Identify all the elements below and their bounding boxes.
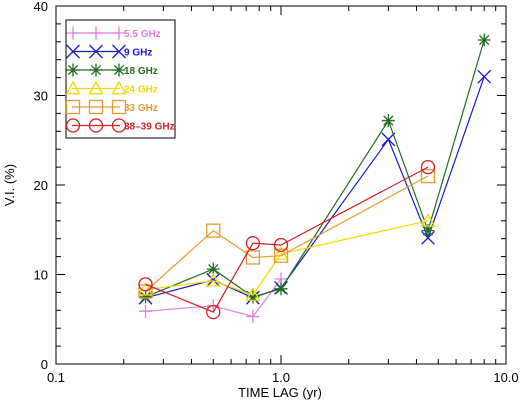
legend-marker — [111, 99, 127, 115]
legend-marker — [112, 63, 126, 77]
legend-marker — [111, 118, 127, 133]
series-line — [145, 220, 429, 296]
legend-entry: 18 GHz — [66, 63, 158, 77]
series-x — [138, 69, 492, 305]
x-axis-title: TIME LAG (yr) — [238, 385, 322, 400]
legend-box — [65, 19, 176, 139]
legend: 5.5 GHz 9 GHz 18 GHz 24 GHz 33 GHz 38–39 GHz — [65, 19, 176, 139]
data-point — [274, 282, 288, 296]
y-tick-label: 40 — [34, 0, 48, 14]
legend-entry: 9 GHz — [66, 44, 152, 59]
legend-marker — [88, 118, 104, 133]
legend-marker — [88, 80, 104, 95]
legend-entry: 5.5 GHz — [66, 26, 161, 40]
series-circle — [138, 159, 436, 320]
series-line — [145, 166, 429, 313]
legend-marker — [88, 99, 104, 115]
legend-label: 18 GHz — [124, 66, 158, 77]
y-tick-label: 20 — [34, 178, 48, 193]
data-point — [245, 250, 261, 265]
data-point — [273, 237, 289, 253]
data-point — [246, 290, 260, 304]
x-tick-label: 0.1 — [47, 370, 65, 385]
data-point — [381, 114, 395, 128]
series-line — [145, 278, 282, 318]
y-tick-label: 30 — [34, 89, 48, 104]
data-point — [420, 168, 436, 184]
data-point — [381, 132, 396, 147]
data-point — [206, 272, 221, 287]
y-axis-title: V.I. (%) — [2, 164, 17, 206]
legend-marker — [66, 26, 80, 40]
legend-marker — [66, 44, 80, 59]
data-point — [206, 304, 221, 320]
legend-label: 24 GHz — [124, 85, 158, 96]
data-point — [245, 236, 261, 251]
legend-marker — [111, 80, 127, 95]
x-tick-label: 10.0 — [493, 370, 518, 385]
legend-label: 38–39 GHz — [124, 122, 175, 133]
series-triangle — [137, 212, 436, 301]
data-point — [420, 212, 436, 227]
data-point — [139, 304, 153, 318]
series-line — [145, 175, 429, 292]
series-square — [138, 168, 436, 299]
data-point — [139, 290, 153, 304]
legend-entry: 33 GHz — [65, 99, 158, 115]
series-line — [145, 76, 485, 299]
data-point — [206, 223, 221, 238]
series-line — [145, 39, 485, 298]
legend-marker — [89, 44, 103, 59]
legend-label: 9 GHz — [124, 48, 152, 59]
legend-entry: 38–39 GHz — [65, 118, 175, 133]
legend-entry: 24 GHz — [65, 80, 158, 96]
legend-label: 5.5 GHz — [124, 29, 161, 40]
legend-marker — [65, 80, 81, 95]
legend-marker — [89, 26, 103, 40]
data-point — [420, 159, 436, 175]
y-tick-label: 10 — [34, 268, 48, 283]
axes: 0 10 20 30 40 0.1 1.0 10.0 — [34, 0, 519, 385]
x-tick-label: 1.0 — [272, 370, 290, 385]
data-point — [245, 287, 261, 301]
data-point — [273, 248, 289, 263]
data-point — [477, 33, 491, 47]
legend-marker — [112, 26, 126, 40]
data-point — [246, 310, 260, 324]
legend-label: 33 GHz — [124, 103, 158, 114]
data-point — [206, 262, 220, 276]
series-star — [139, 33, 491, 304]
data-point — [421, 224, 435, 238]
data-point — [138, 284, 153, 299]
data-point — [138, 277, 153, 292]
series-layer — [137, 33, 492, 324]
legend-marker — [65, 118, 81, 133]
data-point — [421, 230, 435, 245]
legend-marker — [112, 44, 126, 59]
data-point — [477, 69, 492, 84]
legend-marker — [66, 63, 80, 77]
legend-marker — [89, 63, 103, 77]
y-tick-label: 0 — [41, 357, 48, 372]
legend-marker — [65, 99, 81, 115]
data-point — [205, 272, 221, 287]
